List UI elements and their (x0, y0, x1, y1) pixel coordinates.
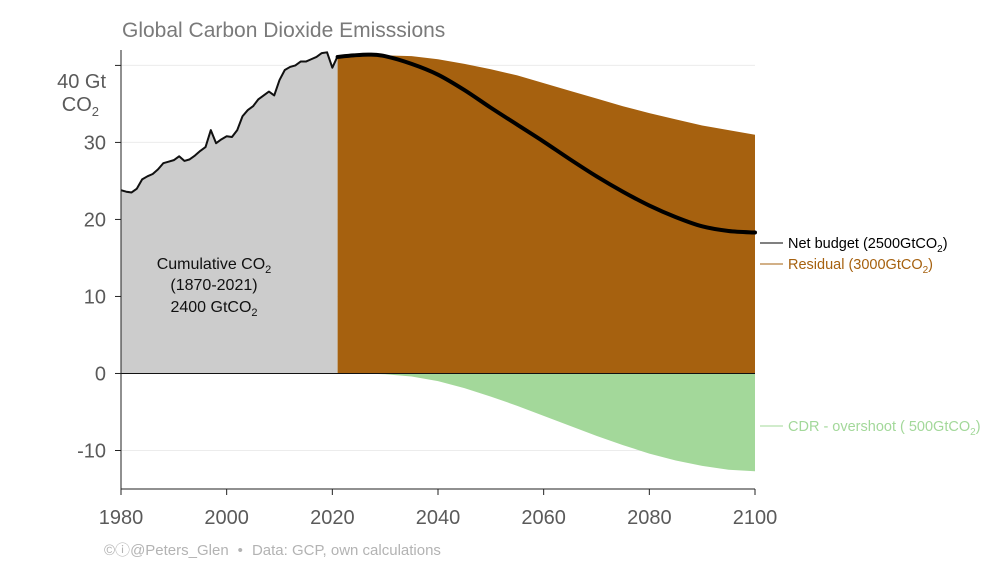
x-tick-label: 2000 (204, 507, 249, 529)
x-tick-label: 2060 (521, 507, 566, 529)
x-tick-label: 2080 (627, 507, 672, 529)
cumulative-annotation: Cumulative CO2 (1870-2021) 2400 GtCO2 (157, 256, 272, 319)
y-tick-label: -10 (77, 440, 106, 462)
chart-title: Global Carbon Dioxide Emisssions (122, 19, 445, 42)
credit-bullet: • (238, 542, 243, 559)
credit-line: ©ⓘ@Peters_Glen • Data: GCP, own calculatio… (104, 542, 441, 559)
license-icons: ©ⓘ (104, 542, 130, 559)
axes (115, 50, 756, 495)
y-axis-label-unit: CO2 (62, 94, 99, 119)
x-tick-label: 2020 (310, 507, 355, 529)
legend: Net budget (2500GtCO2) Residual (3000GtCO… (760, 236, 981, 438)
historical-line (120, 51, 339, 194)
legend-cdr: CDR - overshoot ( 500GtCO2) (788, 419, 981, 438)
y-tick-label: 0 (95, 363, 106, 385)
historical-area (121, 52, 338, 374)
net-budget-line (335, 52, 757, 235)
y-tick-label: 30 (84, 132, 106, 154)
x-tick-label: 2040 (416, 507, 461, 529)
area-series (121, 52, 755, 472)
cdr-area (337, 373, 755, 472)
residual-area (337, 55, 755, 374)
x-tick-labels: 1980 2000 2020 2040 2060 2080 2100 (99, 507, 778, 529)
line-series (120, 51, 757, 374)
y-axis-label-main: 40 Gt (57, 71, 106, 93)
y-tick-label: 10 (84, 286, 106, 308)
annotation-line-3: 2400 GtCO2 (170, 299, 257, 319)
y-tick-label: 20 (84, 209, 106, 231)
legend-residual: Residual (3000GtCO2) (788, 257, 933, 276)
y-tick-labels: 30 20 10 0 -10 (77, 132, 106, 462)
annotation-line-2: (1870-2021) (170, 277, 257, 294)
x-tick-label: 2100 (733, 507, 778, 529)
legend-net: Net budget (2500GtCO2) (788, 236, 948, 255)
data-source: Data: GCP, own calculations (252, 542, 441, 559)
x-tick-label: 1980 (99, 507, 144, 529)
author-handle: @Peters_Glen (130, 542, 229, 559)
annotation-line-1: Cumulative CO2 (157, 256, 272, 276)
